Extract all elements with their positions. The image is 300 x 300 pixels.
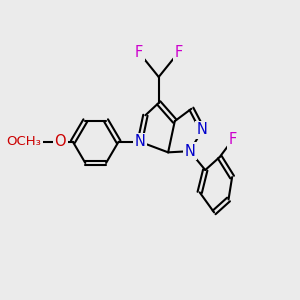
Text: F: F — [175, 45, 183, 60]
Text: N: N — [134, 134, 145, 149]
Text: O: O — [55, 134, 66, 149]
Text: N: N — [184, 144, 195, 159]
Text: F: F — [135, 45, 143, 60]
Text: OCH₃: OCH₃ — [6, 135, 41, 148]
Text: F: F — [229, 132, 237, 147]
Text: N: N — [197, 122, 208, 137]
